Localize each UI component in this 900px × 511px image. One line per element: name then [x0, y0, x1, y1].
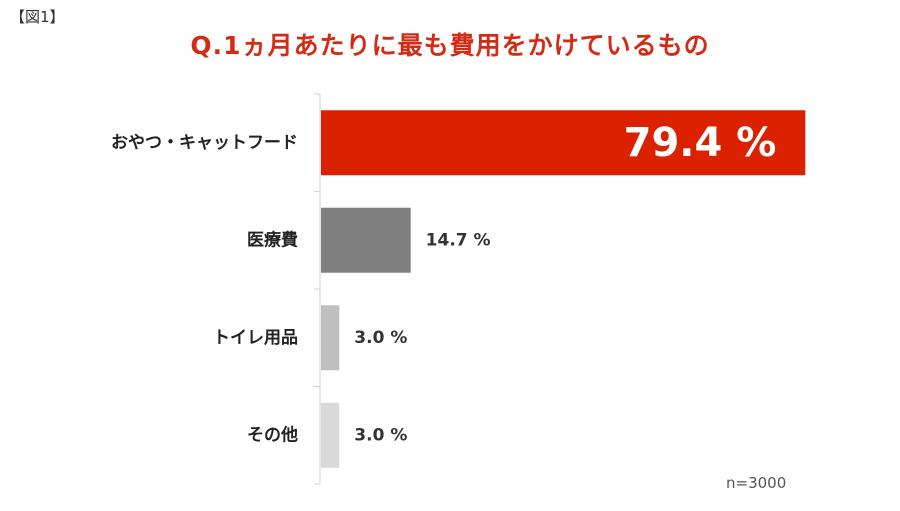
axis-ticks: [314, 93, 320, 485]
sample-size-note: n=3000: [726, 474, 787, 492]
value-label: 3.0 %: [354, 425, 407, 445]
value-labels: 79.4 % 14.7 % 3.0 % 3.0 %: [354, 120, 776, 446]
value-label: 79.4 %: [624, 120, 777, 166]
value-label: 3.0 %: [354, 328, 407, 348]
bar: [321, 402, 340, 468]
bars: [321, 110, 806, 468]
bar: [321, 207, 411, 273]
category-label: その他: [247, 424, 298, 445]
category-label: 医療費: [247, 229, 298, 250]
chart-title: Q.1ヵ月あたりに最も費用をかけているもの: [190, 31, 710, 60]
figure-label: 【図1】: [10, 8, 65, 26]
bar: [321, 305, 340, 371]
bar: [321, 110, 806, 176]
category-label: トイレ用品: [213, 328, 298, 348]
category-label: おやつ・キャットフード: [111, 133, 298, 153]
value-label: 14.7 %: [426, 230, 491, 250]
